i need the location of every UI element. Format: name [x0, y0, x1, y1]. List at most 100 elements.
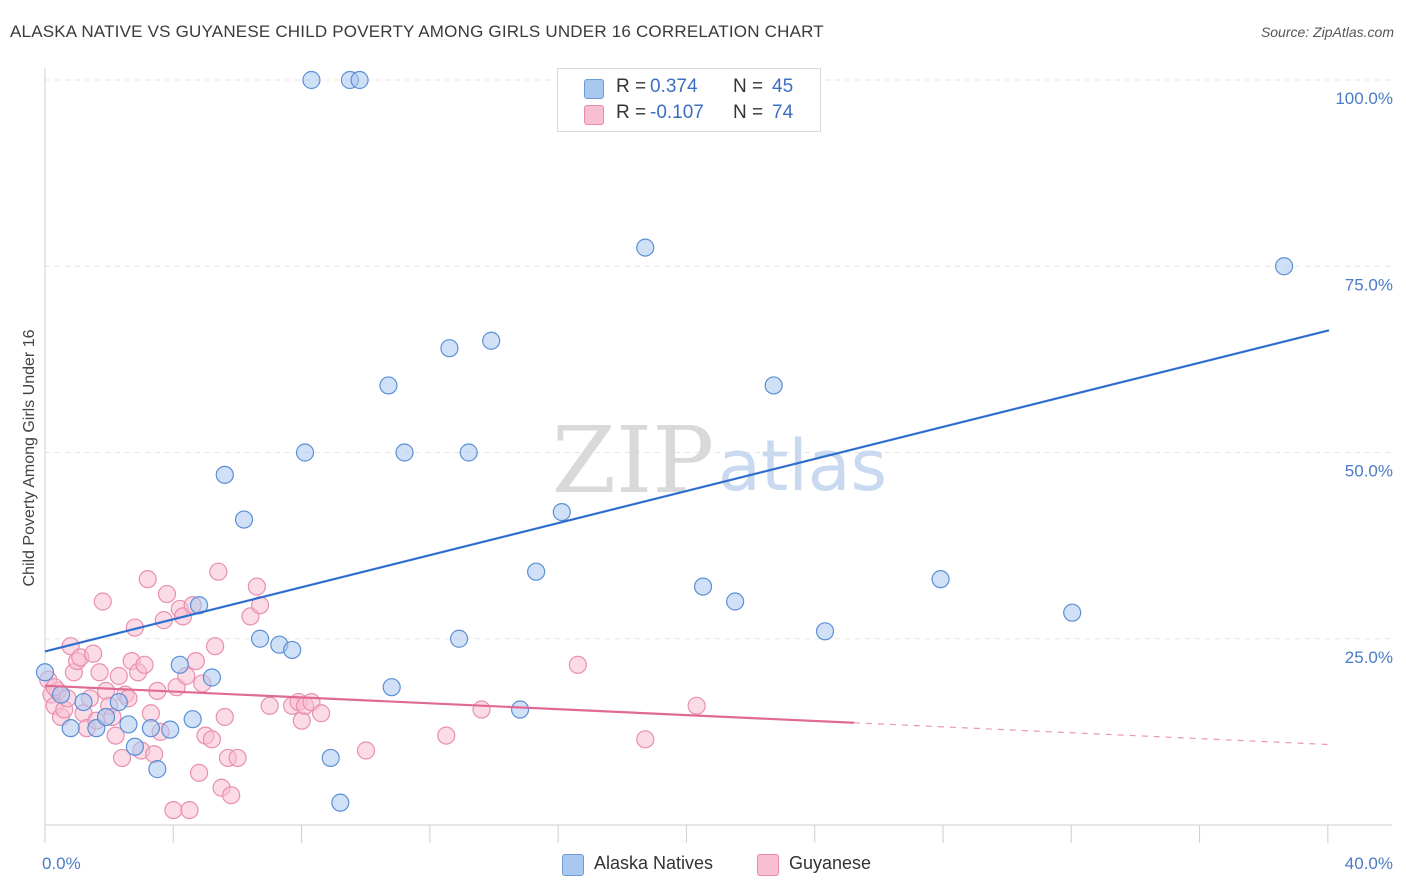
trend-line-alaska	[44, 329, 1330, 653]
point-alaska-native	[459, 443, 478, 462]
point-alaska-native	[527, 562, 546, 581]
point-guyanese	[437, 726, 456, 745]
correlation-legend: R = 0.374 N = 45 R = -0.107 N = 74	[557, 68, 821, 132]
point-guyanese	[472, 700, 491, 719]
point-alaska-native	[331, 793, 350, 812]
point-guyanese	[311, 704, 331, 723]
legend-swatch-alaska	[584, 79, 604, 99]
point-alaska-native	[119, 715, 138, 734]
point-guyanese	[90, 663, 109, 682]
y-tick-label: 25.0%	[1345, 648, 1393, 667]
point-guyanese	[260, 696, 279, 715]
legend-n-label: N =	[733, 76, 764, 97]
point-alaska-native	[764, 376, 783, 395]
y-tick-label: 50.0%	[1345, 462, 1393, 481]
point-guyanese	[189, 763, 209, 782]
point-guyanese	[112, 748, 132, 768]
point-alaska-native	[395, 443, 414, 462]
bottom-legend-swatch-alaska	[562, 854, 584, 876]
point-alaska-native	[61, 719, 80, 738]
point-guyanese	[292, 711, 311, 730]
point-alaska-native	[141, 719, 161, 738]
y-tick-label: 100.0%	[1335, 89, 1393, 108]
point-alaska-native	[96, 707, 116, 727]
point-alaska-native	[183, 710, 202, 729]
point-alaska-native	[552, 502, 571, 522]
point-alaska-native	[202, 668, 222, 687]
legend-n-value: 45	[772, 76, 794, 97]
point-alaska-native	[482, 331, 501, 350]
bottom-legend-swatch-guyanese	[757, 854, 779, 876]
point-alaska-native	[449, 629, 469, 648]
trend-line-guyanese	[44, 684, 854, 724]
point-guyanese	[687, 696, 706, 715]
trend-line-guyanese-extension	[853, 722, 1330, 746]
point-alaska-native	[109, 692, 128, 712]
legend-r-value: 0.374	[650, 76, 698, 97]
point-guyanese	[206, 637, 225, 656]
gridlines	[45, 79, 1392, 640]
data-points	[35, 70, 1294, 820]
watermark-atlas: atlas	[718, 425, 887, 507]
point-alaska-native	[234, 510, 254, 529]
point-guyanese	[93, 592, 112, 611]
point-alaska-native	[170, 655, 189, 674]
source-label: Source: ZipAtlas.com	[1260, 24, 1394, 40]
y-tick-label: 75.0%	[1345, 275, 1393, 294]
point-guyanese	[145, 745, 164, 764]
point-alaska-native	[379, 376, 398, 395]
point-alaska-native	[350, 70, 369, 90]
point-guyanese	[228, 748, 247, 768]
point-alaska-native	[125, 737, 144, 756]
point-alaska-native	[215, 465, 234, 484]
chart-title: ALASKA NATIVE VS GUYANESE CHILD POVERTY …	[10, 22, 824, 41]
point-guyanese	[202, 730, 222, 749]
point-guyanese	[84, 644, 103, 663]
point-guyanese	[215, 707, 234, 727]
point-guyanese	[138, 570, 157, 589]
point-guyanese	[247, 577, 266, 596]
point-guyanese	[157, 584, 177, 604]
point-guyanese	[356, 741, 376, 760]
point-guyanese	[135, 655, 154, 674]
point-guyanese	[180, 800, 199, 820]
legend-row-alaska: R = 0.374 N = 45	[558, 75, 820, 101]
y-tick-labels: 25.0% 50.0% 75.0% 100.0%	[1335, 89, 1393, 667]
point-alaska-native	[931, 570, 950, 589]
legend-r-label: R =	[616, 76, 647, 97]
point-guyanese	[636, 730, 655, 749]
point-guyanese	[164, 800, 183, 820]
point-alaska-native	[295, 443, 315, 462]
point-guyanese	[209, 562, 228, 581]
point-alaska-native	[636, 238, 655, 257]
point-alaska-native	[815, 622, 835, 641]
point-alaska-native	[382, 678, 401, 697]
legend-n-value: 74	[772, 102, 794, 123]
legend-row-guyanese: R = -0.107 N = 74	[558, 101, 820, 127]
y-axis-label: Child Poverty Among Girls Under 16	[21, 329, 38, 586]
point-alaska-native	[1274, 257, 1294, 276]
x-tick-labels: 0.0% 40.0%	[42, 854, 1393, 873]
point-guyanese	[109, 666, 128, 686]
point-alaska-native	[35, 663, 55, 682]
point-alaska-native	[440, 339, 459, 358]
legend-r-value: -0.107	[650, 102, 704, 123]
point-alaska-native	[726, 592, 745, 611]
point-alaska-native	[161, 720, 180, 739]
trend-lines	[44, 329, 1330, 746]
point-guyanese	[106, 726, 125, 745]
legend-r-label: R =	[616, 102, 647, 123]
point-alaska-native	[283, 640, 302, 660]
legend-n-label: N =	[733, 102, 764, 123]
point-alaska-native	[302, 70, 321, 90]
point-alaska-native	[74, 692, 93, 712]
legend-swatch-guyanese	[584, 105, 604, 125]
point-alaska-native	[510, 700, 530, 719]
axes	[44, 68, 1392, 843]
point-alaska-native	[51, 685, 71, 704]
point-alaska-native	[321, 748, 340, 768]
bottom-legend-label-alaska: Alaska Natives	[594, 853, 714, 873]
point-alaska-native	[693, 577, 713, 596]
point-guyanese	[568, 655, 587, 674]
